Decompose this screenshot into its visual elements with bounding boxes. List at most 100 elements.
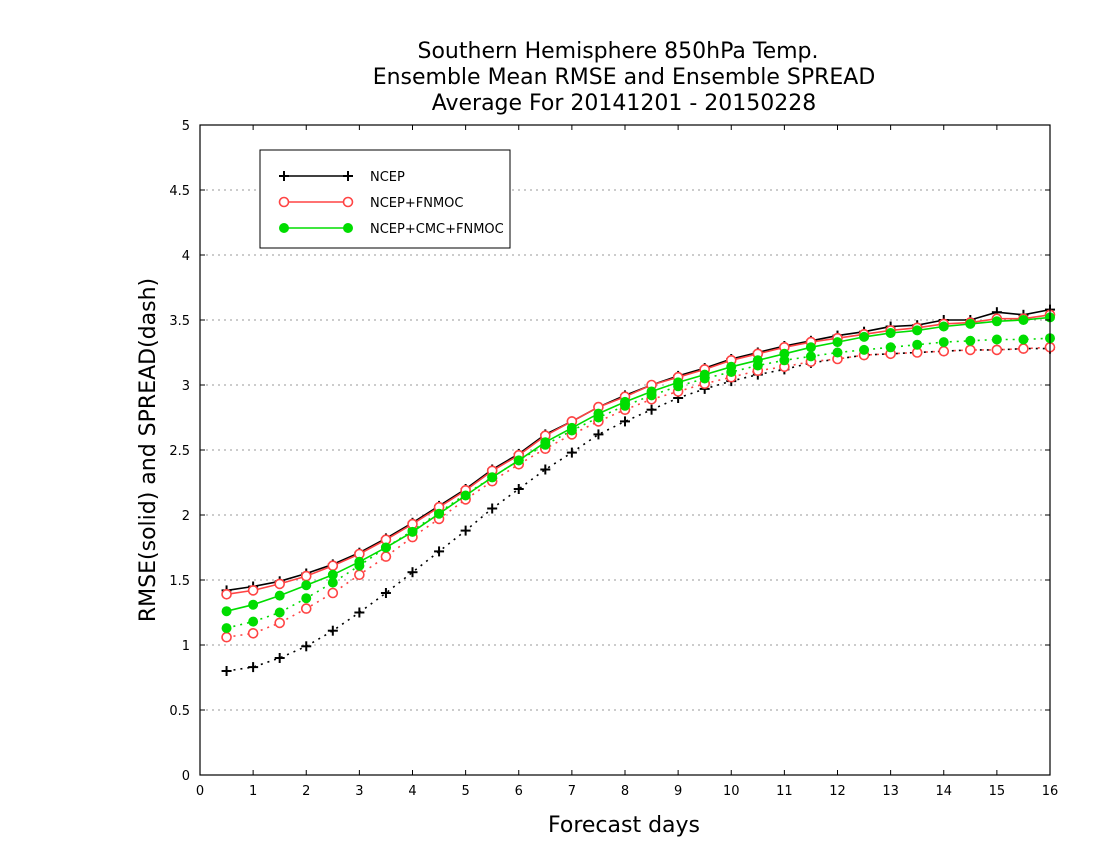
data-point	[646, 404, 657, 415]
data-point	[221, 623, 232, 634]
y-tick-label: 0.5	[169, 704, 190, 719]
legend-entry: NCEP	[279, 170, 405, 185]
x-tick-label: 0	[196, 784, 204, 799]
data-point	[248, 616, 259, 627]
y-tick-label: 3	[182, 379, 190, 394]
series-ncep-fnmoc-solid	[221, 309, 1056, 600]
data-point	[274, 617, 285, 629]
data-point	[248, 599, 259, 610]
y-axis-label: RMSE(solid) and SPREAD(dash)	[136, 278, 161, 622]
data-point	[832, 337, 843, 348]
data-point	[726, 361, 737, 372]
legend: NCEP NCEP+FNMOC NCEP+CMC+FNMOC	[259, 149, 511, 249]
series-ncep-cmc-fnmoc-solid	[221, 312, 1055, 617]
data-point	[965, 318, 976, 329]
data-point	[832, 347, 843, 358]
legend-marker	[342, 196, 354, 208]
data-point	[752, 355, 763, 366]
data-point	[354, 569, 365, 581]
data-point	[380, 551, 392, 562]
gridlines	[200, 189, 1050, 711]
data-point	[593, 408, 604, 419]
data-point	[274, 590, 285, 601]
plot-area	[221, 304, 1056, 676]
y-tick-label: 0	[182, 769, 190, 784]
title-line-2: Ensemble Mean RMSE and Ensemble SPREAD	[373, 65, 876, 90]
chart-title: Southern Hemisphere 850hPa Temp. Ensembl…	[373, 39, 876, 116]
data-point	[620, 416, 630, 427]
legend-marker	[343, 171, 353, 181]
data-point	[1018, 315, 1029, 325]
series-ncep-cmc-fnmoc-dash	[221, 333, 1055, 634]
data-point	[991, 316, 1002, 327]
y-tick-label: 1	[182, 639, 190, 654]
data-point	[805, 342, 816, 353]
x-axis-label: Forecast days	[548, 813, 700, 838]
x-tick-label: 2	[302, 784, 310, 799]
legend-marker	[278, 196, 290, 208]
data-point	[301, 593, 312, 604]
data-point	[301, 641, 312, 652]
title-line-3: Average For 20141201 - 20150228	[432, 91, 817, 116]
data-point	[965, 335, 976, 346]
data-point	[779, 348, 790, 359]
x-tick-label: 11	[776, 784, 793, 799]
data-point	[300, 603, 312, 614]
data-point	[327, 625, 338, 636]
x-tick-label: 1	[249, 784, 257, 799]
data-point	[912, 325, 923, 336]
y-tick-label: 1.5	[169, 574, 190, 589]
data-point	[487, 503, 498, 514]
x-tick-label: 10	[723, 784, 740, 799]
data-point	[380, 588, 391, 598]
series-line	[226, 314, 1051, 596]
data-point	[380, 542, 391, 553]
data-point	[300, 570, 312, 582]
x-tick-label: 5	[461, 784, 469, 799]
data-point	[327, 560, 339, 572]
x-tick-label: 13	[882, 784, 899, 799]
data-point	[460, 525, 471, 536]
data-point	[965, 344, 976, 356]
legend-label: NCEP+CMC+FNMOC	[370, 222, 504, 237]
legend-label: NCEP+FNMOC	[370, 196, 463, 211]
legend-entry: NCEP+FNMOC	[278, 196, 463, 211]
x-tick-label: 15	[989, 784, 1006, 799]
data-point	[1018, 343, 1029, 354]
data-point	[354, 556, 365, 567]
x-axis-ticks: 0 1 2 3 4 5 6 7 8 9 10 11 12 13 14 15 16	[196, 125, 1058, 799]
data-point	[248, 662, 259, 673]
data-point	[991, 334, 1002, 345]
data-point	[513, 484, 524, 494]
data-point	[885, 328, 896, 338]
data-point	[274, 653, 285, 663]
legend-entry: NCEP+CMC+FNMOC	[279, 222, 504, 237]
data-point	[247, 627, 259, 639]
data-point	[593, 429, 604, 440]
data-point	[991, 344, 1003, 356]
data-point	[620, 396, 630, 407]
x-tick-label: 4	[408, 784, 416, 799]
data-point	[327, 587, 339, 599]
data-point	[938, 337, 949, 348]
x-tick-label: 6	[515, 784, 523, 799]
data-point	[540, 464, 551, 475]
series-ncep-fnmoc-dash	[221, 341, 1056, 643]
data-point	[566, 447, 577, 458]
data-point	[407, 567, 418, 578]
x-tick-label: 3	[355, 784, 363, 799]
data-point	[805, 351, 816, 362]
data-point	[885, 342, 896, 353]
data-point	[460, 490, 471, 501]
y-tick-label: 4.5	[169, 184, 190, 199]
y-tick-label: 4	[182, 249, 190, 264]
y-tick-label: 5	[182, 119, 190, 134]
data-point	[566, 422, 577, 433]
legend-marker	[279, 171, 289, 181]
series-ncep-dash	[221, 343, 1055, 676]
data-point	[938, 345, 950, 357]
data-point	[301, 580, 312, 591]
title-line-1: Southern Hemisphere 850hPa Temp.	[418, 39, 819, 64]
data-point	[859, 331, 870, 342]
